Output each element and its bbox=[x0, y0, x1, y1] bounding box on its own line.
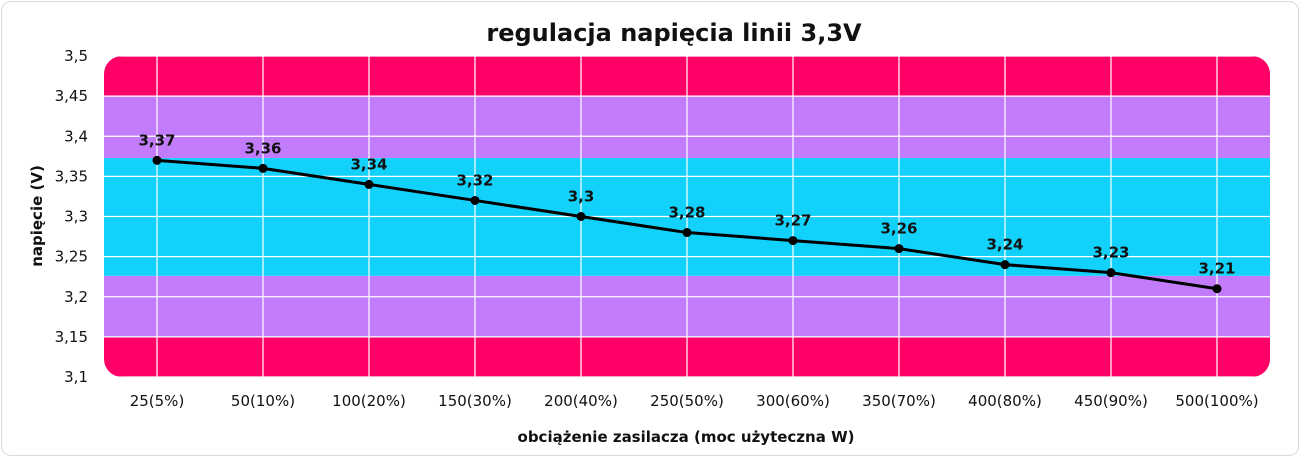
x-axis-ticks: 25(5%) 50(10%) 100(20%) 150(30%) 200(40%) 250… bbox=[130, 392, 1259, 410]
data-points bbox=[152, 155, 1222, 294]
data-label: 3,32 bbox=[456, 171, 493, 189]
data-label: 3,21 bbox=[1198, 260, 1235, 278]
data-point bbox=[576, 212, 586, 221]
data-point bbox=[1212, 284, 1222, 294]
data-point bbox=[1106, 268, 1116, 278]
grid-lines bbox=[104, 56, 1270, 377]
data-label: 3,36 bbox=[244, 139, 281, 157]
data-point bbox=[470, 195, 480, 205]
y-tick-label: 3,2 bbox=[64, 288, 88, 306]
x-tick-label: 150(30%) bbox=[438, 392, 512, 410]
data-label: 3,23 bbox=[1092, 244, 1129, 262]
x-tick-label: 400(80%) bbox=[968, 392, 1042, 410]
data-point bbox=[894, 244, 904, 254]
data-point bbox=[1000, 260, 1010, 270]
y-tick-label: 3,15 bbox=[55, 328, 88, 346]
y-axis-ticks: 3,1 3,15 3,2 3,25 3,3 3,35 3,4 3,45 3,5 bbox=[55, 47, 88, 386]
data-label: 3,28 bbox=[668, 204, 705, 222]
x-tick-label: 350(70%) bbox=[862, 392, 936, 410]
y-tick-label: 3,45 bbox=[55, 87, 88, 105]
y-tick-label: 3,5 bbox=[64, 47, 88, 65]
data-label: 3,27 bbox=[774, 212, 811, 230]
x-tick-label: 250(50%) bbox=[650, 392, 724, 410]
data-point bbox=[364, 179, 374, 189]
x-tick-label: 200(40%) bbox=[544, 392, 618, 410]
y-tick-label: 3,3 bbox=[64, 208, 88, 226]
data-point bbox=[682, 228, 692, 238]
y-tick-label: 3,4 bbox=[64, 127, 88, 145]
data-label: 3,3 bbox=[568, 188, 595, 206]
y-tick-label: 3,25 bbox=[55, 248, 88, 266]
data-point bbox=[788, 236, 798, 246]
x-tick-label: 500(100%) bbox=[1175, 392, 1258, 410]
x-tick-label: 25(5%) bbox=[130, 392, 185, 410]
x-tick-label: 450(90%) bbox=[1074, 392, 1148, 410]
x-tick-label: 50(10%) bbox=[231, 392, 295, 410]
data-label: 3,26 bbox=[880, 220, 917, 238]
x-axis-label: obciążenie zasilacza (moc użyteczna W) bbox=[518, 428, 855, 446]
x-tick-label: 100(20%) bbox=[332, 392, 406, 410]
x-tick-label: 300(60%) bbox=[756, 392, 830, 410]
data-label: 3,37 bbox=[138, 131, 175, 149]
data-label: 3,24 bbox=[986, 236, 1023, 254]
data-label: 3,34 bbox=[350, 155, 387, 173]
data-labels: 3,37 3,36 3,34 3,32 3,3 3,28 3,27 3,26 3,24 3,23 3… bbox=[138, 131, 1235, 277]
y-tick-label: 3,35 bbox=[55, 167, 88, 185]
chart-title: regulacja napięcia linii 3,3V bbox=[486, 19, 862, 47]
data-point bbox=[152, 155, 162, 165]
data-point bbox=[258, 163, 268, 173]
y-tick-label: 3,1 bbox=[64, 368, 88, 386]
y-axis-label: napięcie (V) bbox=[28, 165, 46, 267]
